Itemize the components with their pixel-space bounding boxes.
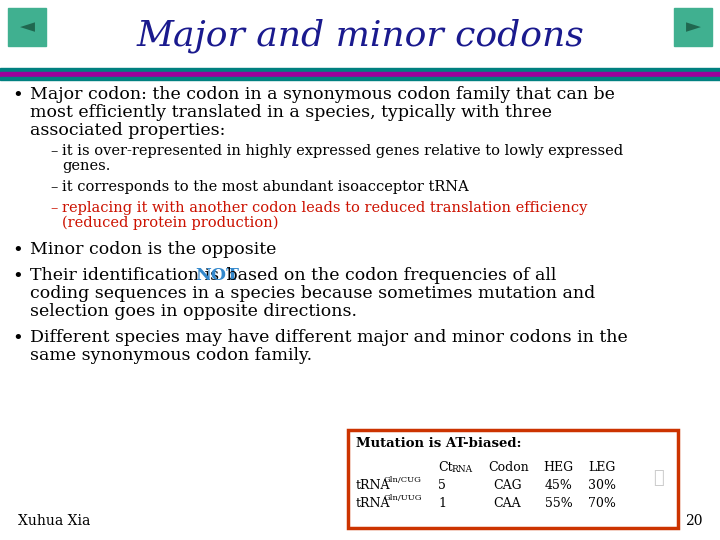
- Text: NOT: NOT: [196, 267, 240, 284]
- Text: it is over-represented in highly expressed genes relative to lowly expressed: it is over-represented in highly express…: [62, 144, 623, 158]
- Bar: [674, 8, 712, 46]
- Text: Major and minor codons: Major and minor codons: [136, 19, 584, 53]
- Text: –: –: [50, 180, 58, 194]
- Text: ◄: ◄: [19, 17, 35, 37]
- Text: 1: 1: [438, 497, 446, 510]
- Text: Different species may have different major and minor codons in the: Different species may have different maj…: [30, 329, 628, 346]
- FancyBboxPatch shape: [348, 430, 678, 528]
- Text: Ct: Ct: [438, 461, 453, 474]
- Text: Gln/CUG: Gln/CUG: [384, 476, 422, 484]
- Text: 20: 20: [685, 514, 703, 528]
- Text: Codon: Codon: [488, 461, 528, 474]
- Text: •: •: [12, 242, 23, 260]
- Text: tRNA: tRNA: [356, 479, 390, 492]
- Bar: [0, 68, 720, 72]
- Bar: [8, 8, 46, 46]
- Text: same synonymous codon family.: same synonymous codon family.: [30, 347, 312, 364]
- Text: 45%: 45%: [545, 479, 573, 492]
- Text: HEG: HEG: [543, 461, 573, 474]
- Text: 5: 5: [438, 479, 446, 492]
- Text: CAA: CAA: [493, 497, 521, 510]
- Text: •: •: [12, 87, 23, 105]
- Text: most efficiently translated in a species, typically with three: most efficiently translated in a species…: [30, 104, 552, 121]
- Text: Gln/UUG: Gln/UUG: [384, 494, 423, 502]
- Text: Xuhua Xia: Xuhua Xia: [18, 514, 91, 528]
- Bar: [0, 0, 720, 72]
- Text: 🔈: 🔈: [652, 469, 663, 487]
- Text: replacing it with another codon leads to reduced translation efficiency: replacing it with another codon leads to…: [62, 201, 588, 215]
- Text: •: •: [12, 330, 23, 348]
- Text: RNA: RNA: [451, 465, 472, 474]
- Text: –: –: [50, 201, 58, 215]
- Text: 55%: 55%: [545, 497, 572, 510]
- Text: coding sequences in a species because sometimes mutation and: coding sequences in a species because so…: [30, 285, 595, 302]
- Text: Minor codon is the opposite: Minor codon is the opposite: [30, 241, 276, 258]
- Text: based on the codon frequencies of all: based on the codon frequencies of all: [221, 267, 557, 284]
- Text: –: –: [50, 144, 58, 158]
- Text: 70%: 70%: [588, 497, 616, 510]
- Text: •: •: [12, 268, 23, 286]
- Text: CAG: CAG: [493, 479, 521, 492]
- Text: (reduced protein production): (reduced protein production): [62, 216, 279, 231]
- Text: 30%: 30%: [588, 479, 616, 492]
- Bar: [0, 72, 720, 77]
- Bar: [0, 77, 720, 80]
- Text: selection goes in opposite directions.: selection goes in opposite directions.: [30, 303, 357, 320]
- Text: genes.: genes.: [62, 159, 110, 173]
- Text: LEG: LEG: [588, 461, 616, 474]
- Text: Mutation is AT-biased:: Mutation is AT-biased:: [356, 437, 521, 450]
- Text: ►: ►: [685, 17, 701, 37]
- Text: Their identification is: Their identification is: [30, 267, 225, 284]
- Text: Major codon: the codon in a synonymous codon family that can be: Major codon: the codon in a synonymous c…: [30, 86, 615, 103]
- Text: associated properties:: associated properties:: [30, 122, 225, 139]
- Text: it corresponds to the most abundant isoacceptor tRNA: it corresponds to the most abundant isoa…: [62, 180, 469, 194]
- Text: tRNA: tRNA: [356, 497, 390, 510]
